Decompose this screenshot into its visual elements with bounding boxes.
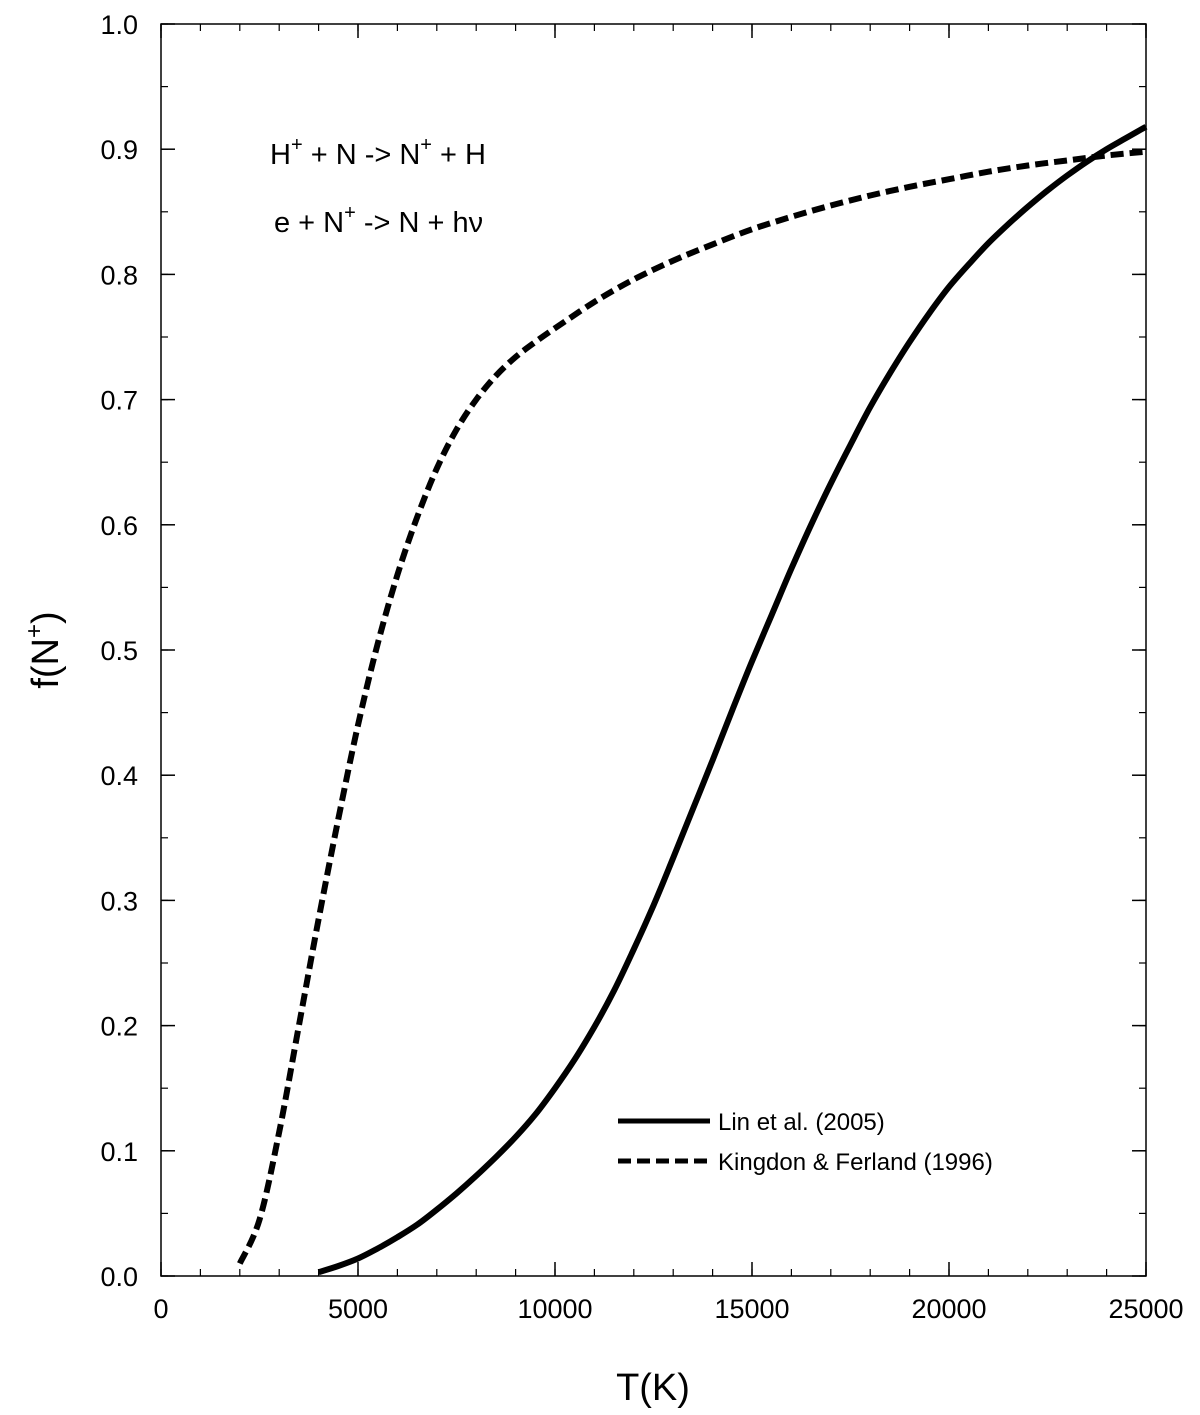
y-tick-label: 0.3 [100, 886, 138, 916]
annotation-text: + N -> N [303, 139, 421, 171]
major-ticks [160, 23, 1147, 1277]
y-axis-title-base: f(N [25, 638, 67, 689]
x-tick-label: 25000 [1108, 1294, 1183, 1324]
x-tick-label: 0 [153, 1294, 168, 1324]
y-axis-title: f(N+) [21, 611, 67, 688]
y-tick-labels: 0.0 0.1 0.2 0.3 0.4 0.5 0.6 0.7 0.8 0.9 1.0 [100, 10, 138, 1292]
y-tick-label: 0.8 [100, 260, 138, 290]
annotation-text: + H [432, 139, 486, 171]
y-axis-title-close: ) [25, 611, 67, 624]
series-lines [237, 124, 1148, 1276]
legend-label-lin: Lin et al. (2005) [718, 1109, 885, 1136]
y-tick-label: 0.1 [100, 1137, 138, 1167]
x-tick-label: 15000 [714, 1294, 789, 1324]
legend-label-kingdon: Kingdon & Ferland (1996) [718, 1149, 993, 1176]
annotation-text: H [270, 139, 291, 171]
annotation-superscript: + [344, 202, 356, 224]
series-line-kingdon-ferland-1996 [237, 148, 1147, 1265]
series-line-lin-2005 [317, 124, 1148, 1276]
y-axis-title-text: f(N+) [21, 611, 67, 688]
x-tick-labels: 0 5000 10000 15000 20000 25000 [153, 1294, 1183, 1324]
legend: Lin et al. (2005) Kingdon & Ferland (199… [618, 1109, 993, 1176]
y-axis-title-sup: + [21, 624, 48, 638]
y-tick-label: 0.0 [100, 1262, 138, 1292]
annotation-text: e + N [274, 207, 344, 239]
x-tick-label: 10000 [517, 1294, 592, 1324]
reaction-annotation-1: H+ + N -> N+ + H [270, 134, 486, 171]
y-tick-label: 0.4 [100, 761, 138, 791]
annotation-text: -> N + hν [356, 207, 483, 239]
y-tick-label: 1.0 [100, 10, 138, 40]
y-tick-label: 0.7 [100, 386, 138, 416]
x-tick-label: 5000 [328, 1294, 388, 1324]
x-tick-label: 20000 [911, 1294, 986, 1324]
y-tick-label: 0.6 [100, 511, 138, 541]
y-tick-label: 0.9 [100, 135, 138, 165]
annotation-superscript: + [291, 134, 303, 156]
x-axis-title: T(K) [616, 1367, 690, 1409]
y-tick-label: 0.2 [100, 1012, 138, 1042]
reaction-annotation-2: e + N+ -> N + hν [274, 202, 483, 239]
annotation-superscript: + [420, 134, 432, 156]
y-tick-label: 0.5 [100, 636, 138, 666]
